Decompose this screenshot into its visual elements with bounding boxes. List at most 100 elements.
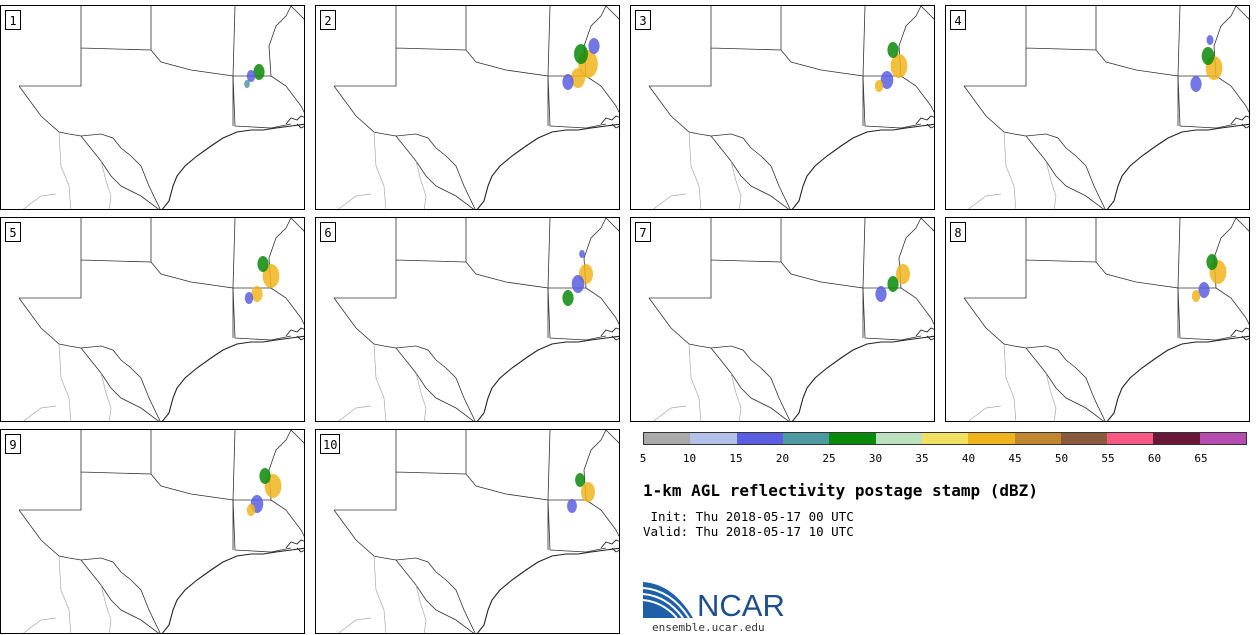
boundary-line	[547, 430, 619, 553]
boundary-line	[963, 218, 1181, 421]
reflectivity-cell	[1206, 254, 1218, 270]
reflectivity-cell	[875, 286, 887, 302]
reflectivity-cell	[887, 276, 899, 292]
boundary-line	[18, 6, 236, 209]
boundary-line	[232, 218, 304, 341]
reflectivity-cell	[244, 292, 254, 304]
reflectivity-cell	[257, 256, 269, 272]
reflectivity-cell	[1201, 47, 1215, 65]
product-title: 1-km AGL reflectivity postage stamp (dBZ…	[643, 481, 1038, 500]
member-label: 8	[950, 222, 966, 242]
boundary-line	[285, 539, 304, 553]
boundary-line	[23, 555, 112, 633]
boundary-line	[600, 327, 619, 341]
postage-stamp-panel-4: 4	[945, 5, 1250, 210]
colorbar-tick-label: 45	[1008, 452, 1022, 465]
colorbar-tick-label: 30	[868, 452, 883, 465]
colorbar-tick-label: 50	[1054, 452, 1069, 465]
boundary-line	[333, 430, 551, 633]
postage-stamp-panel-10: 10	[315, 429, 620, 634]
colorbar-tick-label: 25	[822, 452, 836, 465]
reflectivity-cell	[574, 44, 588, 64]
reflectivity-cell	[1206, 35, 1214, 45]
boundary-line	[338, 131, 427, 209]
valid-time: Valid: Thu 2018-05-17 10 UTC	[643, 524, 854, 539]
member-label: 4	[950, 10, 966, 30]
boundary-line	[285, 327, 304, 341]
reflectivity-cell	[567, 499, 577, 513]
boundary-line	[18, 218, 236, 421]
logo-url: ensemble.ucar.edu	[652, 621, 765, 634]
member-label: 1	[5, 10, 21, 30]
boundary-line	[23, 131, 112, 209]
boundary-line	[338, 343, 427, 421]
postage-stamp-panel-3: 3	[630, 5, 935, 210]
reflectivity-cell	[253, 64, 265, 80]
postage-stamp-panel-6: 6	[315, 217, 620, 422]
boundary-line	[18, 430, 236, 633]
reflectivity-cell	[896, 264, 910, 284]
postage-stamp-panel-1: 1	[0, 5, 305, 210]
boundary-line	[23, 343, 112, 421]
init-time: Init: Thu 2018-05-17 00 UTC	[643, 509, 854, 524]
colorbar-segment	[690, 433, 737, 444]
member-label: 7	[635, 222, 651, 242]
colorbar-segment	[875, 433, 922, 444]
boundary-line	[653, 343, 742, 421]
map-outline	[648, 6, 934, 209]
boundary-line	[1177, 6, 1249, 129]
boundary-line	[968, 131, 1057, 209]
colorbar-tick-label: 15	[729, 452, 743, 465]
colorbar-tick-label: 20	[775, 452, 790, 465]
reflectivity-cell	[874, 80, 884, 92]
postage-stamp-panel-7: 7	[630, 217, 935, 422]
map-outline	[333, 218, 619, 421]
boundary-line	[915, 327, 934, 341]
boundary-line	[547, 218, 619, 341]
boundary-line	[1106, 335, 1249, 421]
colorbar-segment	[644, 433, 691, 444]
reflectivity-cell	[562, 290, 574, 306]
reflectivity-cell	[244, 80, 250, 88]
map-outline	[333, 430, 619, 633]
boundary-line	[161, 547, 304, 633]
member-label: 6	[320, 222, 336, 242]
reflectivity-cell	[571, 68, 585, 88]
reflectivity-cell	[588, 38, 600, 54]
map-outline	[333, 6, 619, 209]
boundary-line	[333, 6, 551, 209]
boundary-line	[161, 335, 304, 421]
boundary-line	[968, 343, 1057, 421]
boundary-line	[476, 123, 619, 209]
boundary-line	[476, 547, 619, 633]
postage-stamp-panel-9: 9	[0, 429, 305, 634]
colorbar-tick-label: 40	[961, 452, 976, 465]
reflectivity-cell	[579, 250, 585, 258]
member-label: 3	[635, 10, 651, 30]
map-outline	[18, 430, 304, 633]
map-outline	[648, 218, 934, 421]
member-label: 2	[320, 10, 336, 30]
colorbar-segment	[736, 433, 783, 444]
boundary-line	[1230, 327, 1249, 341]
map-outline	[18, 6, 304, 209]
reflectivity-cell	[575, 473, 585, 487]
colorbar-segment	[921, 433, 969, 444]
reflectivity-colorbar	[643, 432, 1247, 445]
reflectivity-cell	[259, 468, 271, 484]
reflectivity-cell	[246, 504, 256, 516]
boundary-line	[648, 6, 866, 209]
member-label: 5	[5, 222, 21, 242]
boundary-line	[648, 218, 866, 421]
colorbar-tick-label: 5	[639, 452, 647, 465]
colorbar-segment	[1199, 433, 1247, 444]
colorbar-tick-label: 65	[1194, 452, 1208, 465]
boundary-line	[963, 6, 1181, 209]
boundary-line	[1230, 115, 1249, 129]
colorbar-segment	[1107, 433, 1154, 444]
boundary-line	[1106, 123, 1249, 209]
colorbar-segment	[829, 433, 876, 444]
reflectivity-cell	[890, 54, 908, 78]
boundary-line	[476, 335, 619, 421]
colorbar-tick-label: 35	[915, 452, 929, 465]
